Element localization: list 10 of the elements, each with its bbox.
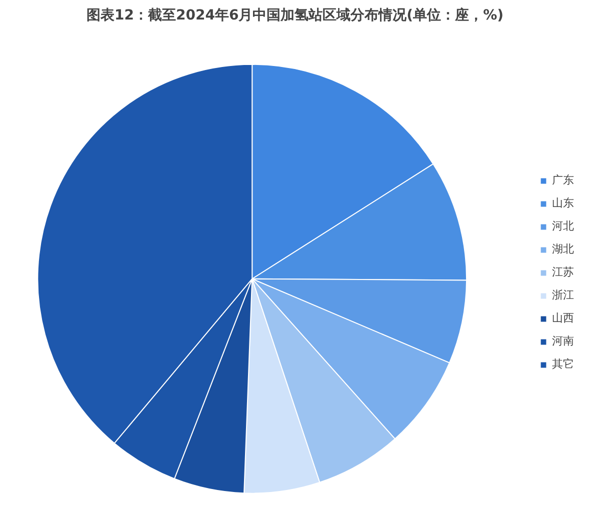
chart-title: 图表12：截至2024年6月中国加氢站区域分布情况(单位：座，%): [86, 6, 504, 24]
legend-label: 山西: [552, 310, 574, 326]
legend-label: 其它: [552, 356, 574, 372]
legend-label: 山东: [552, 196, 574, 210]
legend-label: 江苏: [552, 264, 574, 280]
legend-label: 湖北: [552, 242, 574, 256]
legend-label: 河北: [552, 218, 574, 234]
legend-label: 广东: [552, 172, 574, 188]
legend-label: 河南: [552, 334, 574, 348]
legend-label: 浙江: [552, 288, 574, 302]
